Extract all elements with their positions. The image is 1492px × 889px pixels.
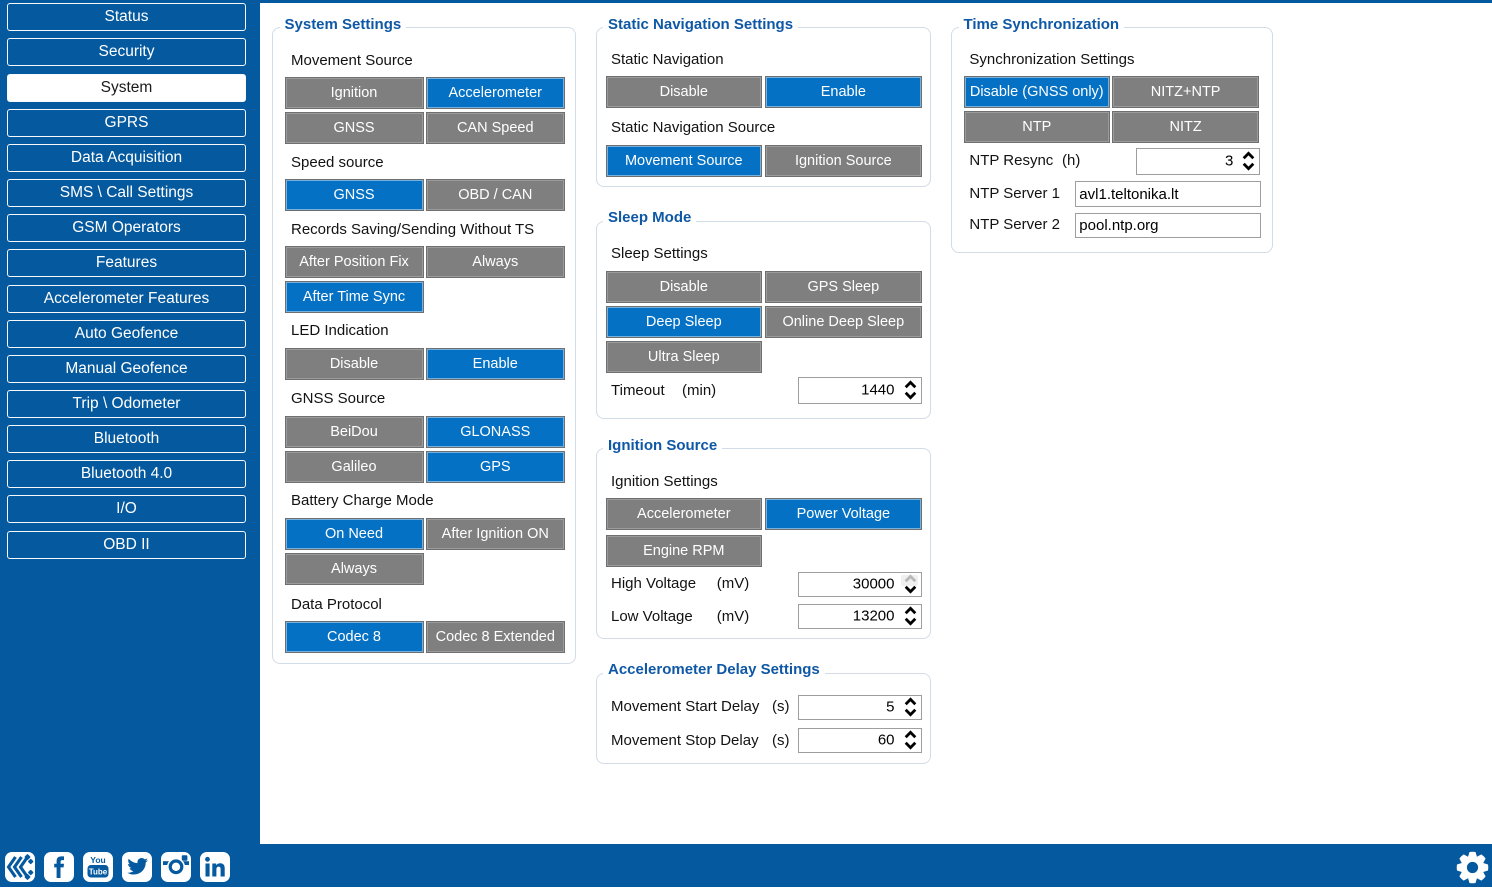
svg-text:You: You: [90, 855, 105, 865]
svg-text:Tube: Tube: [88, 868, 107, 877]
